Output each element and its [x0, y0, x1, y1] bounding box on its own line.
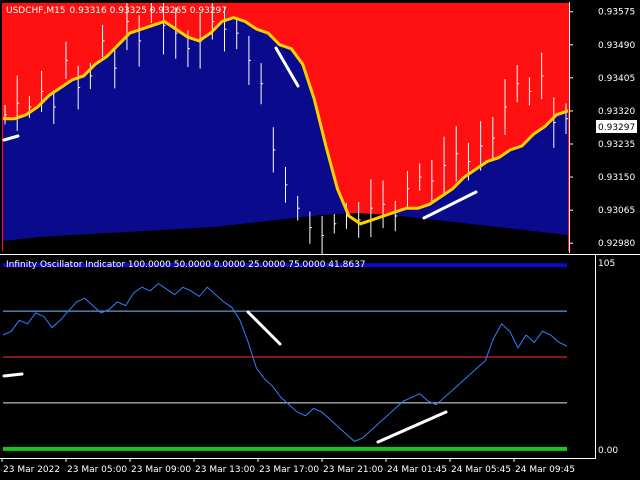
price-axis: 0.92980 0.93065 0.93150 0.93235 0.93320 0.934…	[569, 2, 635, 253]
top-edge	[0, 0, 640, 3]
price-tick-label: 0.93320	[598, 107, 635, 117]
x-tick-label: 23 Mar 21:00	[323, 465, 383, 475]
x-tick-label: 23 Mar 13:00	[195, 465, 255, 475]
x-tick-label: 24 Mar 09:45	[515, 465, 575, 475]
price-tick-label: 0.93490	[598, 41, 635, 51]
price-tick-label: 0.93065	[598, 206, 635, 216]
symbol-title: USDCHF,M15 0.93316 0.93325 0.93265 0.9329…	[6, 6, 227, 16]
price-tick-label: 0.93150	[598, 173, 635, 183]
trend-stroke	[376, 410, 448, 444]
price-tick-label: 0.92980	[598, 239, 635, 249]
oscillator-tick-bottom: 0.00	[598, 446, 618, 456]
trend-stroke	[274, 46, 300, 88]
price-tick-label: 0.93405	[598, 74, 635, 84]
current-price-box	[596, 120, 637, 133]
trend-stroke	[246, 310, 282, 346]
x-tick-label: 23 Mar 17:00	[259, 465, 319, 475]
x-axis: 23 Mar 2022 23 Mar 05:00 23 Mar 09:00 23 Ma…	[1, 458, 575, 475]
trend-stroke	[2, 134, 20, 142]
price-tick-label: 0.93575	[598, 8, 635, 18]
volume-area	[3, 213, 568, 251]
price-panel: USDCHF,M15 0.93316 0.93325 0.93265 0.9329…	[0, 0, 640, 255]
oscillator-panel: Infinity Oscillator Indicator 100.0000 5…	[2, 260, 568, 451]
x-tick-label: 23 Mar 09:00	[131, 465, 191, 475]
current-price-label: 0.93297	[598, 123, 635, 133]
price-annotations	[2, 46, 478, 220]
x-tick-label: 24 Mar 05:45	[451, 465, 511, 475]
lower-fill	[3, 17, 568, 251]
oscillator-title: Infinity Oscillator Indicator 100.0000 5…	[6, 260, 366, 270]
oscillator-line	[2, 282, 568, 443]
trend-stroke	[422, 190, 478, 220]
band-line	[3, 16, 569, 226]
oscillator-annotations	[2, 310, 448, 444]
oscillator-tick-top: 105	[598, 259, 615, 269]
trend-stroke	[2, 372, 24, 378]
oscillator-levels	[3, 263, 567, 451]
x-tick-label: 23 Mar 2022	[3, 465, 60, 475]
x-tick-label: 23 Mar 05:00	[67, 465, 127, 475]
x-tick-label: 24 Mar 01:45	[387, 465, 447, 475]
price-tick-label: 0.93235	[598, 140, 635, 150]
